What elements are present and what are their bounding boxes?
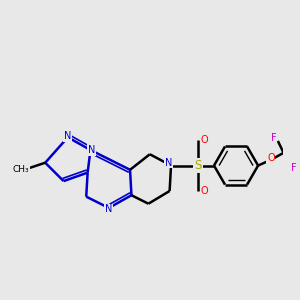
Text: O: O	[267, 154, 274, 164]
Text: N: N	[64, 131, 71, 141]
Text: O: O	[200, 135, 208, 145]
Text: O: O	[200, 186, 208, 196]
Text: N: N	[105, 204, 112, 214]
Text: F: F	[271, 133, 277, 143]
Text: N: N	[88, 145, 96, 155]
Text: F: F	[291, 163, 296, 173]
Text: N: N	[165, 158, 172, 168]
Text: S: S	[194, 159, 202, 172]
Text: F: F	[298, 140, 300, 150]
Text: CH₃: CH₃	[13, 165, 29, 174]
